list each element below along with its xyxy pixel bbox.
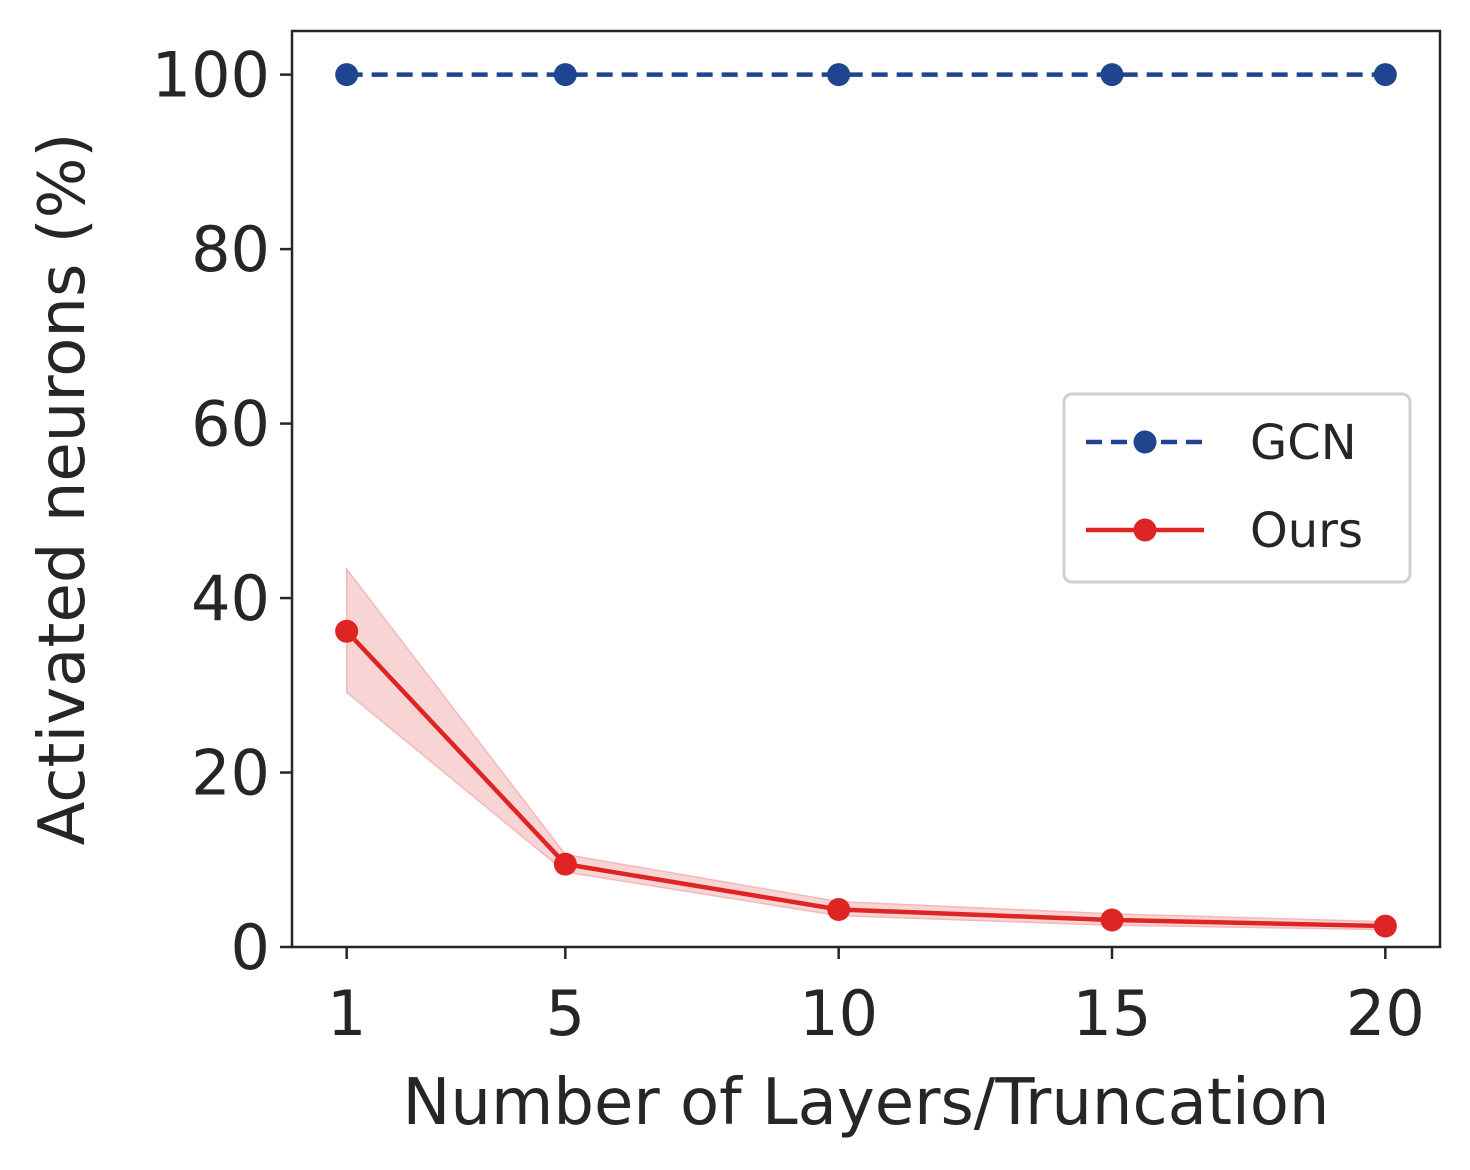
- plot-area-frame: [290, 29, 1442, 949]
- x-axis-label: Number of Layers/Truncation: [403, 1066, 1330, 1140]
- data-point-gcn: [1373, 63, 1397, 87]
- x-tick-label: 10: [799, 977, 878, 1050]
- y-axis-ticks: 0 20 40 60 80 100: [152, 39, 292, 984]
- y-tick-label: 20: [191, 737, 270, 810]
- data-point-ours: [553, 852, 577, 876]
- y-tick-label: 60: [191, 388, 270, 461]
- data-point-ours: [827, 897, 851, 921]
- data-point-ours: [335, 619, 359, 643]
- data-point-gcn: [335, 63, 359, 87]
- legend-label-gcn: GCN: [1250, 415, 1357, 471]
- data-point-ours: [1373, 914, 1397, 938]
- legend: GCN Ours: [1062, 392, 1412, 584]
- y-tick-label: 40: [191, 562, 270, 635]
- legend-marker-gcn: [1133, 430, 1157, 454]
- x-tick-label: 20: [1346, 977, 1425, 1050]
- legend-marker-ours: [1133, 518, 1157, 542]
- legend-label-ours: Ours: [1250, 503, 1363, 559]
- data-point-gcn: [553, 63, 577, 87]
- series-points: [335, 63, 1397, 938]
- y-tick-label: 80: [191, 213, 270, 286]
- y-tick-label: 0: [231, 911, 270, 984]
- y-axis-label: Activated neurons (%): [26, 133, 100, 846]
- y-tick-label: 100: [152, 39, 270, 112]
- data-point-gcn: [827, 63, 851, 87]
- x-tick-label: 15: [1073, 977, 1152, 1050]
- x-axis-ticks: 1 5 10 15 20: [327, 947, 1425, 1050]
- data-point-ours: [1100, 908, 1124, 932]
- data-point-gcn: [1100, 63, 1124, 87]
- x-tick-label: 1: [327, 977, 366, 1050]
- x-tick-label: 5: [546, 977, 585, 1050]
